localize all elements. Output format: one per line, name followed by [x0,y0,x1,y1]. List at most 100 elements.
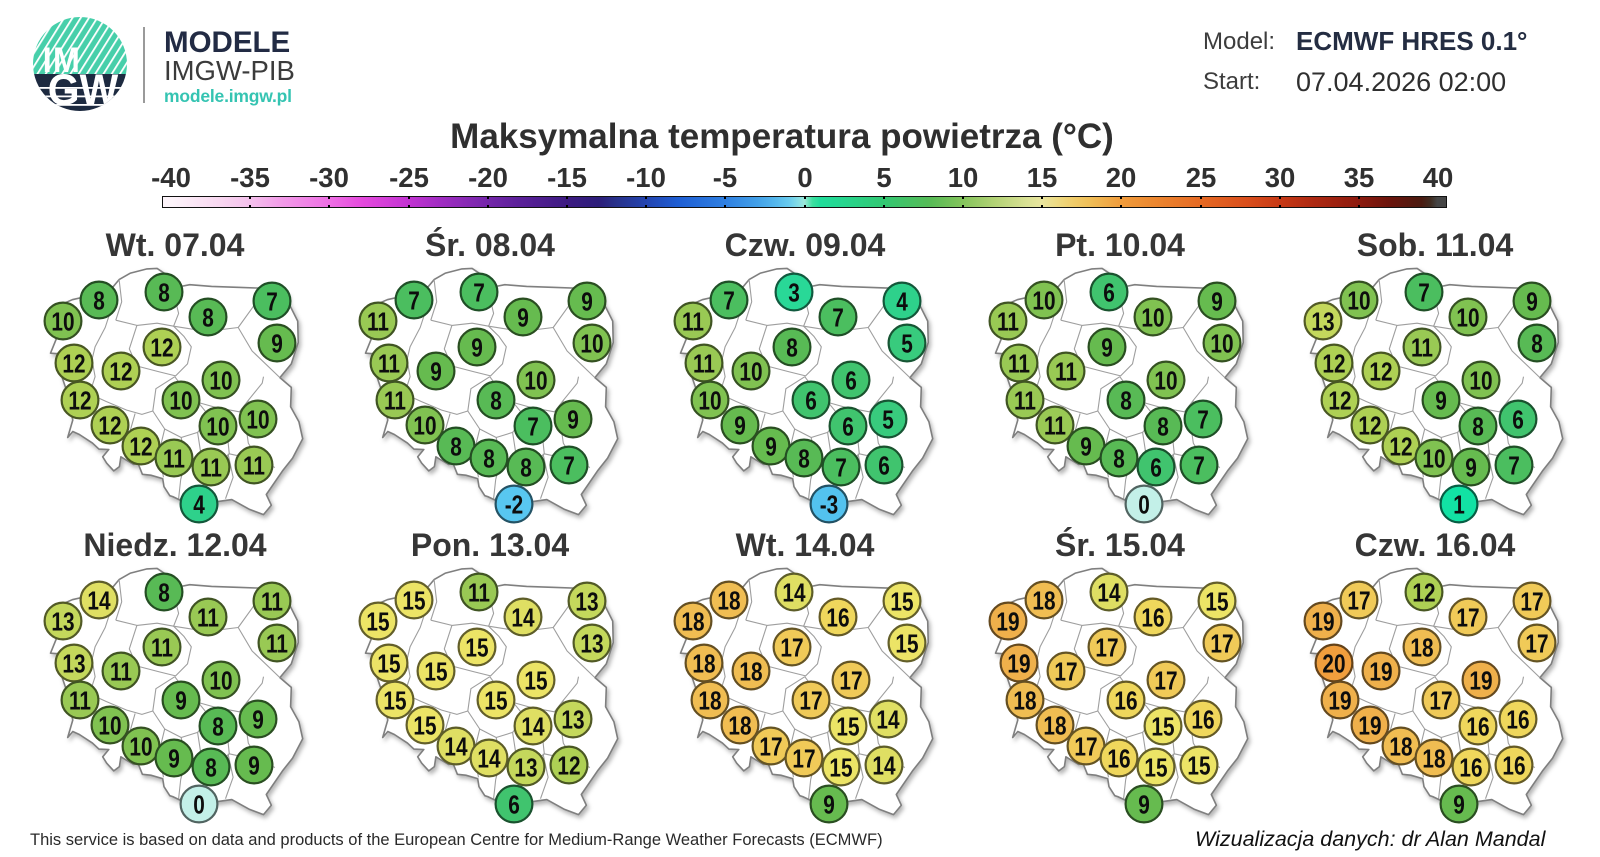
svg-text:8: 8 [490,386,502,415]
svg-text:10: 10 [1032,286,1055,315]
svg-text:12: 12 [1328,386,1351,415]
svg-text:15: 15 [890,587,913,616]
svg-text:11: 11 [261,587,283,616]
svg-text:7: 7 [832,303,844,332]
svg-text:18: 18 [1422,744,1445,773]
svg-text:18: 18 [1013,686,1036,715]
svg-text:18: 18 [1043,711,1066,740]
svg-text:8: 8 [1120,386,1132,415]
svg-text:17: 17 [1210,629,1233,658]
svg-text:8: 8 [1531,329,1543,358]
svg-text:12: 12 [1322,349,1345,378]
svg-text:8: 8 [202,303,214,332]
svg-text:13: 13 [62,649,85,678]
svg-text:15: 15 [524,666,547,695]
svg-text:7: 7 [1418,278,1430,307]
svg-text:11: 11 [1055,357,1077,386]
svg-text:9: 9 [1138,790,1150,819]
svg-text:15: 15 [413,711,436,740]
svg-text:7: 7 [266,287,278,316]
svg-text:6: 6 [508,790,520,819]
svg-text:18: 18 [681,607,704,636]
svg-text:10: 10 [1210,329,1233,358]
svg-text:12: 12 [1369,357,1392,386]
svg-text:11: 11 [200,453,222,482]
svg-text:13: 13 [514,753,537,782]
svg-text:8: 8 [786,333,798,362]
svg-text:7: 7 [563,451,575,480]
svg-text:9: 9 [1453,790,1465,819]
svg-text:15: 15 [383,686,406,715]
svg-text:IM: IM [43,42,82,81]
svg-text:15: 15 [836,712,859,741]
svg-text:15: 15 [1151,712,1174,741]
svg-text:-3: -3 [820,490,838,519]
svg-text:15: 15 [1205,587,1228,616]
svg-text:19: 19 [1358,711,1381,740]
svg-text:3: 3 [788,278,800,307]
svg-text:19: 19 [1007,649,1030,678]
svg-text:7: 7 [723,286,735,315]
svg-text:18: 18 [1389,732,1412,761]
svg-text:14: 14 [521,712,544,741]
svg-text:11: 11 [1014,386,1036,415]
svg-text:10: 10 [51,307,74,336]
svg-text:17: 17 [1095,633,1118,662]
svg-text:14: 14 [87,586,110,615]
svg-text:9: 9 [1211,287,1223,316]
svg-text:9: 9 [1465,453,1477,482]
svg-text:18: 18 [717,586,740,615]
svg-text:19: 19 [1469,666,1492,695]
svg-text:4: 4 [896,287,908,316]
svg-text:6: 6 [1103,278,1115,307]
svg-text:16: 16 [1506,705,1529,734]
svg-text:12: 12 [68,386,91,415]
svg-text:11: 11 [110,657,132,686]
svg-text:16: 16 [1502,751,1525,780]
svg-text:15: 15 [895,629,918,658]
svg-text:7: 7 [1193,451,1205,480]
svg-text:10: 10 [524,366,547,395]
svg-text:4: 4 [193,490,205,519]
svg-text:6: 6 [1512,405,1524,434]
svg-text:7: 7 [835,453,847,482]
svg-text:16: 16 [1459,753,1482,782]
svg-text:17: 17 [1456,603,1479,632]
svg-text:9: 9 [1101,333,1113,362]
svg-text:7: 7 [1197,405,1209,434]
svg-text:13: 13 [580,629,603,658]
svg-text:-2: -2 [505,490,523,519]
svg-text:17: 17 [759,732,782,761]
svg-text:16: 16 [1466,712,1489,741]
svg-text:7: 7 [408,286,420,315]
svg-text:17: 17 [1525,629,1548,658]
svg-text:14: 14 [444,732,467,761]
svg-text:14: 14 [872,751,895,780]
svg-text:9: 9 [430,357,442,386]
svg-text:11: 11 [197,603,219,632]
svg-text:15: 15 [402,586,425,615]
svg-text:5: 5 [882,405,894,434]
svg-text:7: 7 [1508,451,1520,480]
svg-text:11: 11 [378,349,400,378]
svg-text:9: 9 [567,405,579,434]
svg-text:15: 15 [366,607,389,636]
svg-text:9: 9 [1080,432,1092,461]
svg-text:17: 17 [799,686,822,715]
svg-text:6: 6 [805,386,817,415]
svg-text:9: 9 [823,790,835,819]
svg-text:16: 16 [1141,603,1164,632]
svg-text:9: 9 [175,686,187,715]
svg-text:10: 10 [1456,303,1479,332]
svg-text:9: 9 [581,287,593,316]
svg-text:19: 19 [1311,607,1334,636]
svg-text:18: 18 [1032,586,1055,615]
svg-text:9: 9 [734,411,746,440]
svg-text:7: 7 [473,278,485,307]
svg-text:10: 10 [1141,303,1164,332]
svg-text:15: 15 [465,633,488,662]
svg-text:16: 16 [1114,686,1137,715]
svg-text:17: 17 [1154,666,1177,695]
svg-text:18: 18 [728,711,751,740]
svg-text:11: 11 [682,307,704,336]
